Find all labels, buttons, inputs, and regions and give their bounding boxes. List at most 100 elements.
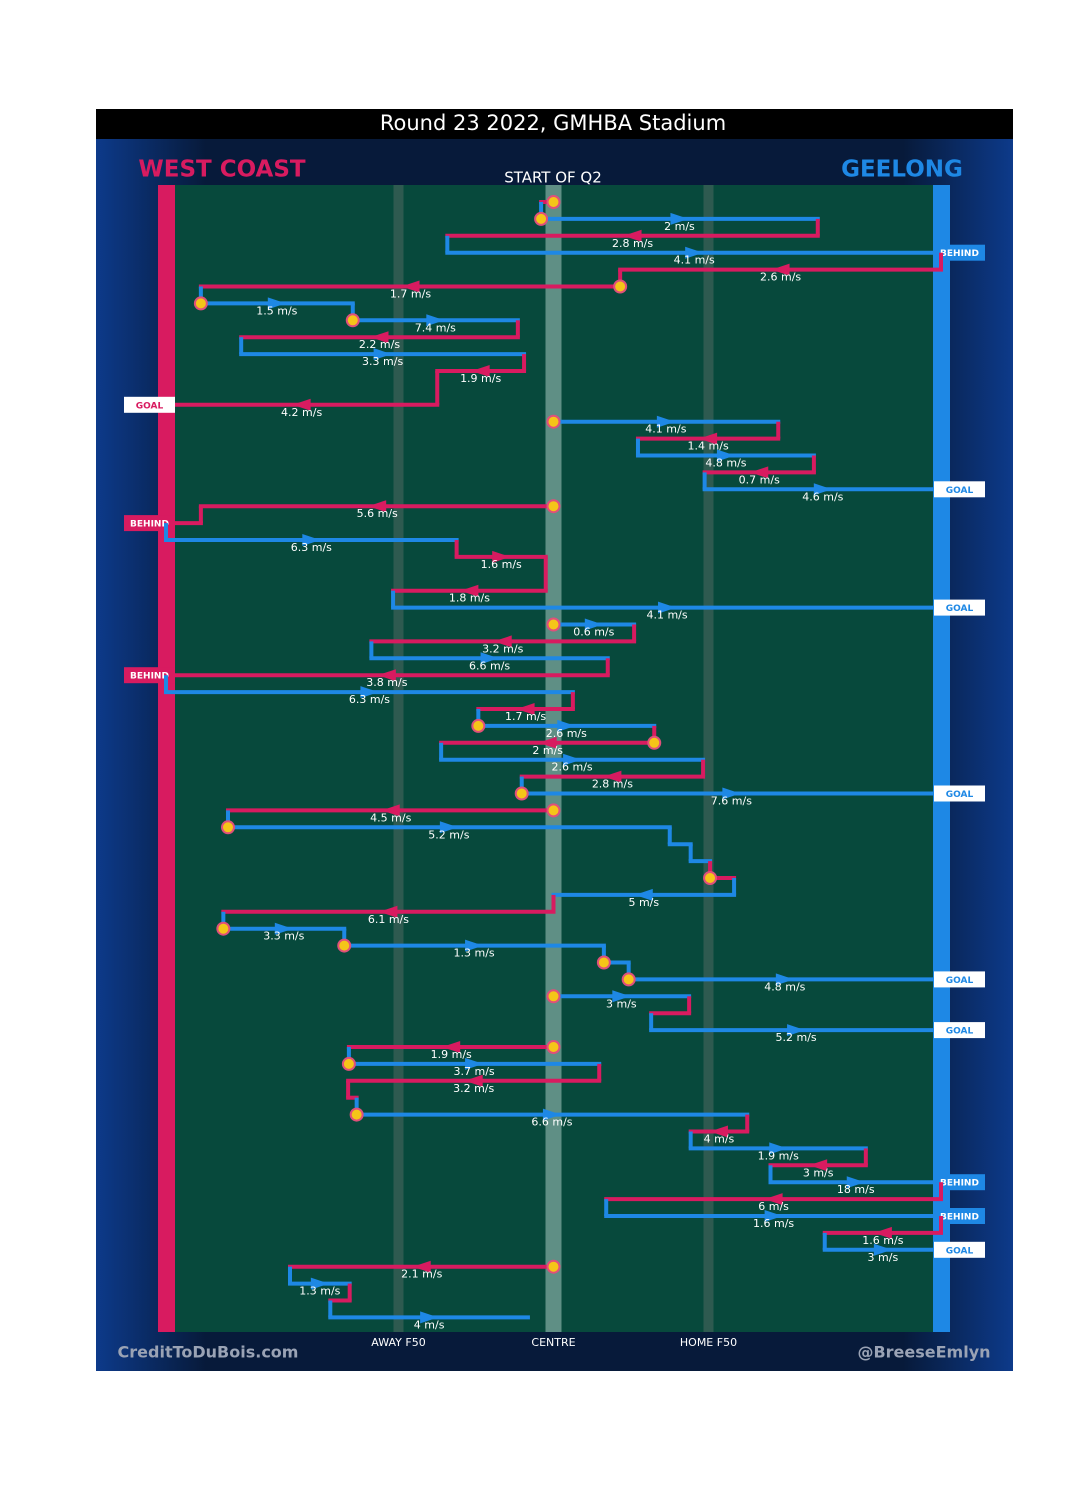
- speed-label: 4.8 m/s: [705, 457, 746, 470]
- speed-label: 18 m/s: [837, 1183, 875, 1196]
- mark-dot: [613, 279, 628, 294]
- arrow: [465, 1057, 484, 1070]
- arrow: [634, 888, 653, 901]
- mark-dot: [596, 955, 611, 970]
- speed-label: 1.4 m/s: [688, 440, 729, 453]
- mark-dot: [534, 211, 549, 226]
- speed-label: 2.2 m/s: [359, 338, 400, 351]
- outcome-label: GOAL: [946, 604, 974, 614]
- speed-label: 1.6 m/s: [753, 1217, 794, 1230]
- speed-label: 4 m/s: [704, 1133, 735, 1146]
- zone-line: [393, 185, 404, 1332]
- outcome-badge: [934, 971, 985, 988]
- mark-dot: [546, 1259, 561, 1274]
- arrow: [542, 1108, 561, 1121]
- goal-line: [933, 185, 950, 1332]
- arrow: [685, 246, 704, 259]
- outcome-badge: [934, 244, 985, 261]
- arrow: [379, 905, 398, 918]
- speed-label: 2 m/s: [532, 744, 563, 757]
- speed-label: 3.2 m/s: [482, 642, 523, 655]
- arrow: [787, 1024, 806, 1037]
- speed-label: 3 m/s: [868, 1251, 899, 1264]
- arrow: [471, 365, 490, 377]
- outcome-label: GOAL: [946, 790, 974, 800]
- speed-label: 5.2 m/s: [775, 1031, 816, 1044]
- speed-label: 3 m/s: [803, 1166, 834, 1179]
- speed-label: 1.7 m/s: [505, 710, 546, 723]
- team-name: GEELONG: [841, 157, 963, 183]
- mark-dot: [514, 786, 529, 801]
- arrow: [709, 1125, 728, 1138]
- speed-label: 6.3 m/s: [291, 541, 332, 554]
- arrow: [439, 821, 458, 834]
- speed-label: 6.1 m/s: [368, 913, 409, 926]
- mark-dot: [546, 803, 561, 818]
- arrow: [722, 787, 741, 800]
- speed-label: 6.6 m/s: [469, 659, 510, 672]
- arrow: [401, 280, 420, 293]
- arrow: [373, 348, 392, 361]
- arrow: [603, 770, 622, 783]
- speed-label: 2.8 m/s: [592, 778, 633, 791]
- mark-dot: [193, 296, 208, 311]
- outcome-badge: [124, 515, 175, 532]
- mark-dot: [216, 921, 231, 936]
- speed-label: 2.6 m/s: [546, 727, 587, 740]
- speed-label: 5.6 m/s: [357, 507, 398, 520]
- arrow: [302, 534, 321, 546]
- speed-label: 0.6 m/s: [573, 626, 614, 639]
- outcome-label: BEHIND: [130, 520, 169, 530]
- speed-label: 3.2 m/s: [453, 1082, 494, 1095]
- mark-dot: [546, 617, 561, 632]
- arrow: [377, 669, 396, 682]
- arrow: [370, 331, 389, 344]
- speed-label: 5 m/s: [628, 896, 659, 909]
- mark-dot: [546, 499, 561, 514]
- speed-label: 3.8 m/s: [366, 676, 407, 689]
- speed-label: 4 m/s: [414, 1318, 445, 1331]
- arrow: [764, 1193, 783, 1206]
- speed-label: 1.3 m/s: [453, 947, 494, 960]
- speed-label: 4.1 m/s: [674, 254, 715, 267]
- speed-label: 2.1 m/s: [401, 1268, 442, 1281]
- arrow: [460, 584, 479, 597]
- team-name: WEST COAST: [138, 157, 306, 183]
- outcome-badge: [124, 667, 175, 684]
- zone-label: CENTRE: [531, 1336, 575, 1349]
- arrow: [493, 635, 512, 648]
- zone-line: [703, 185, 714, 1332]
- mark-dot: [337, 938, 352, 953]
- speed-label: 1.9 m/s: [431, 1048, 472, 1061]
- arrow: [563, 753, 582, 766]
- arrow: [516, 703, 535, 715]
- mark-dot: [546, 414, 561, 429]
- arrow: [873, 1243, 892, 1256]
- arrow: [368, 500, 387, 513]
- outcome-label: GOAL: [946, 1027, 974, 1037]
- speed-label: 1.6 m/s: [481, 558, 522, 571]
- arrow: [775, 973, 794, 986]
- arrow: [809, 1159, 828, 1172]
- arrow: [623, 229, 642, 242]
- arrow: [426, 314, 445, 327]
- arrow: [292, 398, 311, 411]
- arrow: [769, 1142, 788, 1155]
- outcome-badge: [124, 396, 175, 413]
- speed-label: 1.3 m/s: [299, 1285, 340, 1298]
- mark-dot: [349, 1107, 364, 1122]
- mark-dot: [341, 1056, 356, 1071]
- outcome-badge: [934, 481, 985, 498]
- speed-label: 3 m/s: [606, 997, 637, 1010]
- mark-dot: [546, 1040, 561, 1054]
- speed-label: 1.8 m/s: [449, 592, 490, 605]
- arrow: [699, 432, 718, 445]
- speed-label: 6 m/s: [758, 1200, 789, 1213]
- arrow: [846, 1176, 865, 1189]
- arrow: [464, 1074, 483, 1087]
- arrow: [360, 686, 379, 699]
- speed-label: 6.6 m/s: [531, 1116, 572, 1129]
- speed-label: 5.2 m/s: [428, 828, 469, 841]
- speed-label: 4.5 m/s: [370, 811, 411, 824]
